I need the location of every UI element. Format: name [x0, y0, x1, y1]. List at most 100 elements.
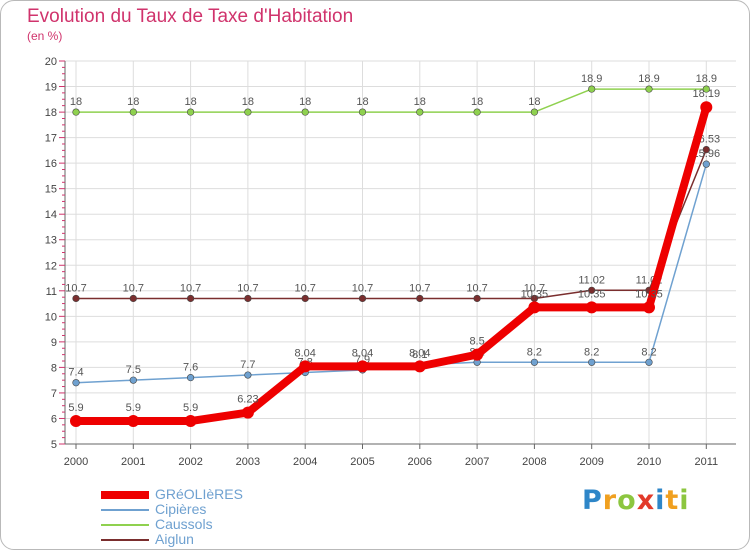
data-point — [645, 85, 653, 93]
chart-subtitle: (en %) — [27, 29, 63, 43]
data-label: 8.2 — [584, 346, 599, 358]
y-tick-label: 13 — [45, 235, 57, 247]
data-label: 10.7 — [466, 282, 487, 294]
data-point — [413, 360, 426, 373]
logo-letter: t — [665, 485, 680, 516]
data-point — [702, 85, 710, 93]
logo-letter: P — [582, 485, 603, 516]
data-point — [187, 374, 195, 382]
y-tick-label: 5 — [51, 439, 57, 451]
data-label: 5.9 — [68, 402, 83, 414]
data-point — [187, 294, 195, 303]
x-tick-label: 2005 — [350, 456, 374, 468]
data-point — [416, 294, 424, 303]
y-tick-label: 7 — [51, 388, 57, 400]
y-tick-label: 18 — [45, 107, 57, 119]
x-tick-label: 2007 — [465, 456, 489, 468]
data-label: 10.35 — [521, 288, 549, 300]
data-label: 8.04 — [352, 347, 373, 359]
logo-letter: o — [617, 485, 637, 516]
series-line — [75, 148, 708, 300]
data-label: 18.9 — [581, 73, 602, 85]
data-label: 18 — [356, 96, 368, 108]
data-label: 18 — [184, 96, 196, 108]
data-label: 18 — [414, 96, 426, 108]
data-point — [471, 348, 484, 361]
data-point — [187, 108, 195, 116]
y-tick-label: 20 — [45, 56, 57, 68]
data-label: 10.7 — [180, 282, 201, 294]
data-label: 10.35 — [578, 288, 606, 300]
y-tick-label: 8 — [51, 362, 57, 374]
data-point — [528, 301, 541, 314]
legend-swatch-aiglun — [101, 539, 149, 541]
data-point — [530, 358, 539, 366]
data-point — [244, 371, 252, 379]
data-label: 10.7 — [524, 282, 545, 294]
data-point — [301, 108, 309, 116]
legend-label-greolieres: GRéOLIèRES — [155, 486, 243, 502]
data-point — [702, 146, 710, 154]
data-label: 8.2 — [641, 346, 656, 358]
data-label: 10.7 — [294, 282, 315, 294]
data-point — [700, 101, 713, 114]
data-point — [585, 301, 598, 314]
y-tick-label: 6 — [51, 413, 57, 425]
logo-letter: r — [602, 485, 618, 516]
data-point — [72, 379, 80, 387]
data-point — [299, 360, 312, 373]
data-label: 10.7 — [65, 282, 86, 294]
data-point — [358, 294, 367, 303]
data-label: 10.7 — [237, 282, 258, 294]
proxiti-logo: Proxiti — [582, 485, 690, 516]
legend-label-aiglun: Aiglun — [155, 531, 194, 547]
data-label: 18 — [471, 96, 483, 108]
data-point — [588, 85, 596, 93]
data-label: 7.7 — [240, 359, 255, 371]
data-label: 6.23 — [237, 394, 258, 406]
data-point — [129, 376, 137, 384]
x-tick-label: 2004 — [293, 456, 317, 468]
data-label: 8.2 — [527, 346, 542, 358]
data-label: 11.02 — [578, 274, 605, 286]
data-label: 10.7 — [123, 282, 144, 294]
data-label: 8.1 — [412, 349, 427, 361]
logo-letter: i — [679, 485, 690, 516]
data-label: 18 — [70, 96, 82, 108]
data-label: 18.9 — [696, 73, 717, 85]
y-tick-label: 11 — [46, 286, 57, 298]
data-label: 18 — [528, 96, 540, 108]
y-tick-label: 17 — [45, 133, 57, 145]
data-point — [72, 108, 80, 116]
x-tick-label: 2006 — [408, 456, 432, 468]
y-tick-label: 19 — [45, 82, 57, 94]
data-label: 15.96 — [693, 148, 721, 160]
y-tick-label: 15 — [45, 184, 57, 196]
x-tick-label: 2003 — [236, 456, 260, 468]
logo-letter: x — [636, 485, 656, 516]
data-label: 8.04 — [294, 347, 315, 359]
data-point — [72, 294, 80, 303]
series-line — [72, 103, 711, 426]
data-point — [643, 301, 655, 314]
x-tick-label: 2008 — [522, 456, 546, 468]
chart-title: Evolution du Taux de Taxe d'Habitation — [27, 6, 354, 27]
data-label: 8.5 — [469, 336, 484, 348]
data-point — [588, 358, 596, 366]
y-tick-label: 12 — [45, 260, 57, 272]
data-label: 10.7 — [409, 282, 430, 294]
data-point — [129, 294, 137, 303]
data-label: 18.9 — [638, 73, 659, 85]
y-tick-label: 14 — [45, 209, 57, 221]
data-point — [473, 108, 481, 116]
data-label: 10.35 — [635, 288, 663, 300]
x-tick-label: 2000 — [64, 456, 88, 468]
data-label: 5.9 — [183, 402, 198, 414]
data-label: 10.7 — [352, 282, 373, 294]
data-label: 7.5 — [126, 364, 141, 376]
data-point — [127, 415, 140, 428]
data-point — [244, 294, 252, 303]
data-label: 8.04 — [409, 347, 430, 359]
